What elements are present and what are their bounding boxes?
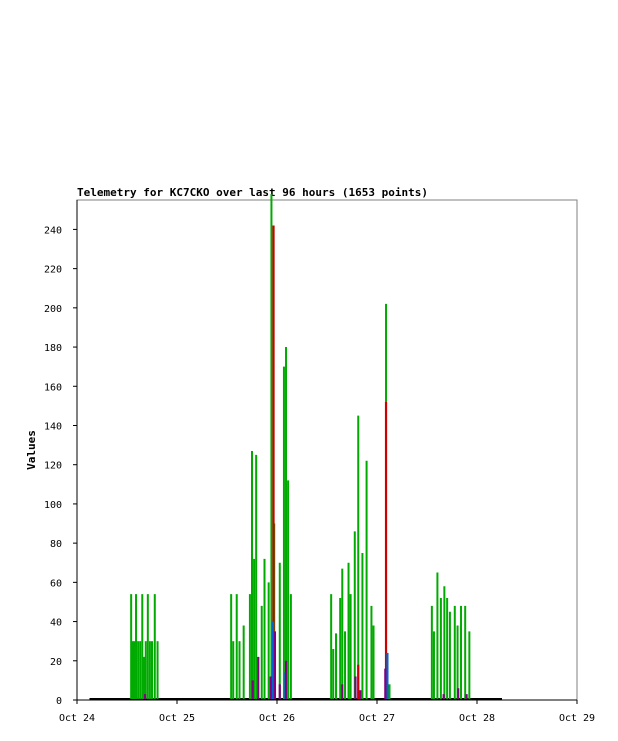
y-tick-label: 200 [44,304,62,315]
y-tick-label: 20 [50,657,62,668]
x-tick-label: Oct 25 [159,713,195,724]
x-tick-label: Oct 24 [59,713,95,724]
chart-title: Telemetry for KC7CKO over last 96 hours … [77,186,428,199]
x-tick-label: Oct 28 [459,713,495,724]
y-tick-label: 140 [44,421,62,432]
series-4 [143,631,468,699]
y-tick-label: 40 [50,618,62,629]
y-tick-label: 220 [44,265,62,276]
plot-area [76,199,578,701]
series-1 [130,194,471,699]
x-axis: Oct 24 Oct 25 Oct 26 Oct 27 Oct 28 Oct 29 [59,699,595,724]
y-tick-label: 60 [50,578,62,589]
y-tick-label: 100 [44,500,62,511]
y-tick-label: 120 [44,461,62,472]
y-tick-label: 240 [44,225,62,236]
y-axis-label: Values [25,430,38,470]
y-tick-label: 160 [44,382,62,393]
x-tick-label: Oct 27 [359,713,395,724]
x-tick-label: Oct 29 [559,713,595,724]
y-axis: 0 20 40 60 80 100 120 140 160 180 200 220 240 [44,200,78,707]
y-tick-label: 80 [50,539,62,550]
series-2 [272,225,388,699]
data-marks [89,194,502,700]
y-tick-label: 0 [56,696,62,707]
y-tick-label: 180 [44,343,62,354]
x-tick-label: Oct 26 [259,713,295,724]
